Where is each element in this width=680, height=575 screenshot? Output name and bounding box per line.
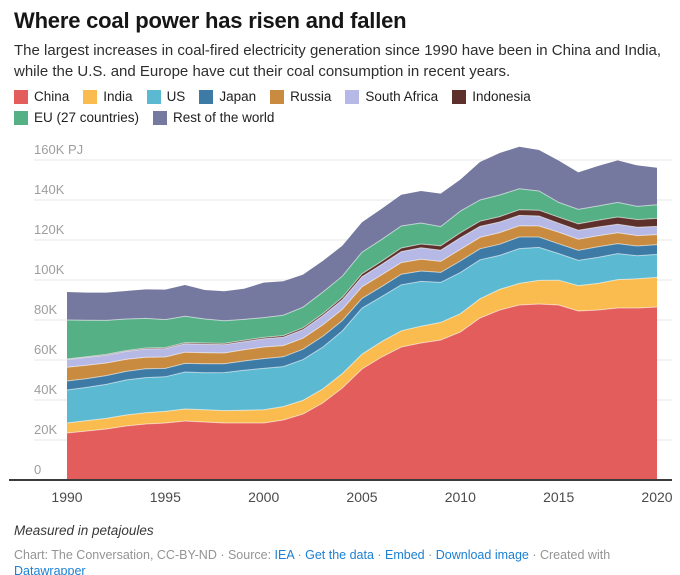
legend-item-us: US (146, 89, 186, 104)
legend-item-eu-27-countries: EU (27 countries) (14, 111, 139, 125)
legend-item-india: India (83, 89, 133, 104)
area-south-africa (67, 215, 657, 368)
x-tick-label-1990: 1990 (51, 489, 82, 505)
band-separator-indonesia (66, 209, 658, 360)
footer-note: Measured in petajoules (14, 523, 154, 538)
area-us (67, 247, 657, 423)
band-separator-china (66, 303, 658, 434)
legend-label: Japan (219, 89, 257, 104)
byline-link-embed[interactable]: Embed (385, 548, 425, 562)
legend-label: US (166, 89, 186, 104)
legend-swatch (153, 111, 168, 125)
y-tick-label-60K: 60K (34, 342, 57, 357)
legend-item-china: China (14, 90, 69, 104)
legend-label: India (103, 89, 133, 104)
legend-swatch (345, 90, 360, 104)
legend-label: South Africa (365, 89, 439, 104)
legend-label: EU (27 countries) (34, 110, 140, 125)
area-china (67, 304, 657, 480)
legend: China India US Japan Russia South Africa Indon… (14, 90, 659, 125)
legend-label: Russia (290, 89, 332, 104)
legend-item-south-africa: South Africa (345, 90, 438, 104)
legend-swatch (452, 90, 467, 104)
legend-item-rest-of-the-world: Rest of the world (153, 111, 274, 125)
legend-item-indonesia: Indonesia (452, 90, 531, 104)
band-separator-russia (66, 225, 658, 368)
byline-separator: · (373, 548, 386, 562)
y-tick-label-160K PJ: 160K PJ (34, 142, 83, 157)
legend-swatch (146, 90, 161, 104)
legend-label: Indonesia (472, 89, 531, 104)
legend-swatch (270, 90, 285, 104)
band-separator-japan (66, 236, 658, 382)
legend-label: Rest of the world (173, 110, 275, 125)
byline-link-datawrapper[interactable]: Datawrapper (14, 564, 86, 575)
byline-credit-text: Chart: The Conversation, CC-BY-ND · Sour… (14, 548, 275, 562)
y-tick-label-80K: 80K (34, 302, 57, 317)
y-tick-label-0: 0 (34, 462, 41, 477)
legend-label: China (34, 89, 70, 104)
legend-item-russia: Russia (270, 90, 331, 104)
byline-created-with-text: · Created with (528, 548, 611, 562)
legend-swatch (14, 90, 28, 104)
area-japan (67, 237, 657, 390)
legend-swatch (14, 111, 28, 125)
y-tick-label-100K: 100K (34, 262, 65, 277)
chart-svg: 0 20K 40K 60K 80K 100K 120K 140K 160K PJ 1990 1995… (9, 142, 673, 505)
byline-link-download-image[interactable]: Download image (435, 548, 529, 562)
chart-subtitle: The largest increases in coal-fired elec… (14, 42, 662, 80)
x-tick-label-2020: 2020 (641, 489, 672, 505)
x-tick-label-2015: 2015 (543, 489, 574, 505)
band-separator-us (66, 246, 658, 391)
byline-separator: · (424, 548, 436, 562)
chart-title: Where coal power has risen and fallen (14, 8, 407, 33)
band-separator-eu-27-countries (66, 188, 658, 322)
byline-separator: · (294, 548, 306, 562)
area-indonesia (67, 209, 657, 360)
legend-item-japan: Japan (199, 90, 256, 104)
band-separator-india (66, 276, 658, 424)
y-tick-label-20K: 20K (34, 422, 57, 437)
x-tick-label-2010: 2010 (445, 489, 476, 505)
y-tick-label-120K: 120K (34, 222, 65, 237)
byline-link-get-the-data[interactable]: Get the data (305, 548, 374, 562)
band-separator-south-africa (66, 214, 658, 361)
x-tick-label-2005: 2005 (346, 489, 377, 505)
y-tick-label-140K: 140K (34, 182, 65, 197)
x-tick-label-1995: 1995 (150, 489, 181, 505)
area-rest-of-the-world (67, 146, 657, 321)
legend-swatch (199, 90, 214, 104)
area-eu-27-countries (67, 188, 657, 359)
y-tick-label-40K: 40K (34, 382, 57, 397)
area-india (67, 277, 657, 433)
byline: Chart: The Conversation, CC-BY-ND · Sour… (14, 547, 680, 575)
area-russia (67, 225, 657, 381)
legend-swatch (83, 90, 98, 104)
x-tick-label-2000: 2000 (248, 489, 279, 505)
byline-link-source-iea[interactable]: IEA (274, 548, 294, 562)
